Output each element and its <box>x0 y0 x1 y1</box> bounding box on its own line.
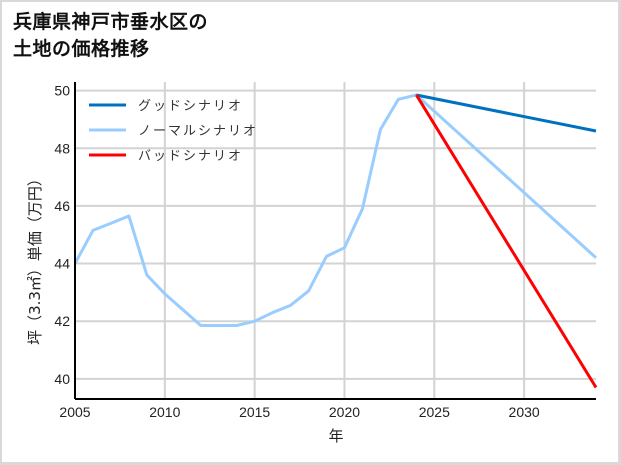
x-tick-label: 2015 <box>239 404 270 420</box>
grid-lines <box>74 82 596 399</box>
tick-labels: 2005 2010 2015 2020 2025 2030 40 42 44 46 48 50 <box>54 83 539 420</box>
y-tick-label: 50 <box>54 83 70 99</box>
x-tick-label: 2010 <box>149 404 180 420</box>
x-axis-label: 年 <box>328 427 343 445</box>
y-tick-label: 42 <box>54 313 70 329</box>
axes <box>74 82 596 400</box>
legend-label: バッドシナリオ <box>138 149 243 164</box>
legend-label: グッドシナリオ <box>138 99 243 114</box>
x-tick-label: 2025 <box>419 404 450 420</box>
series-line <box>415 94 598 389</box>
y-tick-label: 44 <box>54 256 70 272</box>
x-tick-label: 2020 <box>329 404 360 420</box>
x-tick-label: 2030 <box>509 404 540 420</box>
series-line <box>416 93 597 133</box>
chart-title: 兵庫県神戸市垂水区の 土地の価格推移 <box>13 11 209 60</box>
y-tick-label: 46 <box>54 198 70 214</box>
y-tick-label: 48 <box>54 140 70 156</box>
legend-label: ノーマルシナリオ <box>138 124 258 139</box>
y-tick-label: 40 <box>54 371 70 387</box>
y-axis-label: 坪（3.3㎡）単価（万円） <box>26 171 44 345</box>
series-line <box>73 93 598 328</box>
x-tick-label: 2005 <box>59 404 90 420</box>
series-lines <box>73 93 598 389</box>
